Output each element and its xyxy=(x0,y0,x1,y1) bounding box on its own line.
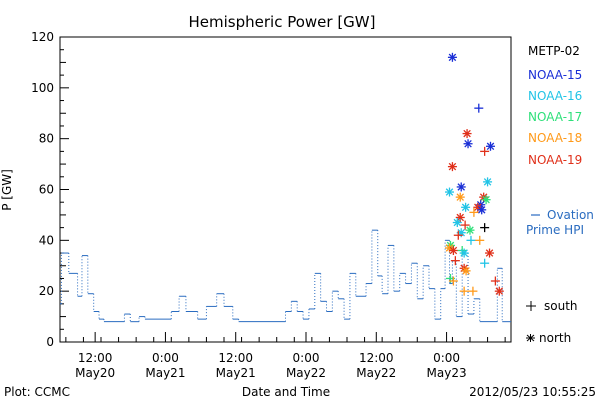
north-asterisk-noaa-19 xyxy=(462,129,472,139)
y-axis: 0 20 40 60 80 100 120 xyxy=(31,30,69,349)
north-asterisk-noaa-18 xyxy=(455,192,465,202)
south-plus-noaa-16 xyxy=(480,258,490,268)
south-plus-noaa-19 xyxy=(453,230,463,240)
y-tick-label: 100 xyxy=(31,81,54,95)
north-asterisk-noaa-15 xyxy=(477,205,487,215)
satellite-points xyxy=(445,52,504,296)
south-plus-noaa-16 xyxy=(466,235,476,245)
legend-item-noaa-16: NOAA-16 xyxy=(528,89,582,103)
south-plus-noaa-18 xyxy=(459,286,469,296)
north-asterisk-noaa-19 xyxy=(447,162,457,172)
x-tick-date-label: May22 xyxy=(286,366,326,380)
south-plus-noaa-15 xyxy=(474,103,484,113)
legend-south-label: south xyxy=(544,299,578,313)
x-tick-time-label: 12:00 xyxy=(218,351,253,365)
x-tick-time-label: 0:00 xyxy=(433,351,460,365)
south-plus-noaa-19 xyxy=(490,276,500,286)
x-tick-time-label: 12:00 xyxy=(359,351,394,365)
x-tick-date-label: May23 xyxy=(427,366,467,380)
north-asterisk-noaa-15 xyxy=(486,141,495,151)
legend-south-plus-icon xyxy=(526,301,536,311)
x-tick-date-label: May21 xyxy=(145,366,185,380)
south-plus-noaa-18 xyxy=(468,286,478,296)
legend-item-noaa-18: NOAA-18 xyxy=(528,131,582,145)
north-asterisk-noaa-15 xyxy=(463,139,473,149)
north-asterisk-noaa-17 xyxy=(465,225,475,235)
x-tick-time-label: 0:00 xyxy=(293,351,320,365)
chart-title: Hemispheric Power [GW] xyxy=(189,13,376,31)
north-asterisk-noaa-19 xyxy=(455,212,465,222)
south-plus-noaa-18 xyxy=(448,276,458,286)
legend-item-noaa-17: NOAA-17 xyxy=(528,110,582,124)
x-tick-time-label: 0:00 xyxy=(152,351,179,365)
y-tick-label: 40 xyxy=(39,233,54,247)
north-asterisk-noaa-16 xyxy=(459,248,469,258)
legend: METP-02 NOAA-15 NOAA-16 NOAA-17 NOAA-18 … xyxy=(526,44,594,345)
north-asterisk-noaa-15 xyxy=(456,182,466,192)
x-tick-date-label: May21 xyxy=(216,366,256,380)
legend-item-noaa-19: NOAA-19 xyxy=(528,153,582,167)
north-asterisk-noaa-19 xyxy=(485,248,495,258)
north-asterisk-noaa-19 xyxy=(494,286,504,296)
north-asterisk-noaa-15 xyxy=(447,52,457,62)
ovation-series xyxy=(60,229,511,323)
footer-timestamp: 2012/05/23 10:55:25 xyxy=(469,385,596,399)
y-axis-label: P [GW] xyxy=(0,169,14,211)
north-asterisk-noaa-16 xyxy=(483,177,493,187)
x-tick-date-label: May22 xyxy=(356,366,396,380)
north-asterisk-noaa-16 xyxy=(445,187,454,197)
south-plus-metp-02 xyxy=(480,223,490,233)
plot-frame xyxy=(59,36,512,343)
south-plus-noaa-18 xyxy=(469,207,479,217)
legend-prime-hpi-label: Prime HPI xyxy=(526,223,584,237)
x-tick-date-label: May20 xyxy=(75,366,115,380)
north-asterisk-noaa-18 xyxy=(461,266,471,276)
x-tick-time-label: 12:00 xyxy=(78,351,113,365)
y-tick-label: 120 xyxy=(31,30,54,44)
south-plus-noaa-19 xyxy=(480,146,490,156)
x-axis: 12:00May200:00May2112:00May210:00May2212… xyxy=(65,332,506,380)
legend-item-noaa-15: NOAA-15 xyxy=(528,68,582,82)
y-tick-label: 0 xyxy=(46,335,54,349)
south-plus-noaa-19 xyxy=(450,256,460,266)
y-tick-label: 20 xyxy=(39,284,54,298)
south-plus-noaa-19 xyxy=(460,220,470,230)
north-asterisk-noaa-16 xyxy=(452,218,462,228)
legend-north-label: north xyxy=(539,331,571,345)
north-asterisk-noaa-19 xyxy=(448,246,458,255)
south-plus-noaa-18 xyxy=(475,235,485,245)
y-tick-label: 60 xyxy=(39,183,54,197)
footer-plot-credit: Plot: CCMC xyxy=(4,385,70,399)
legend-north-asterisk-icon xyxy=(526,334,535,342)
x-axis-label: Date and Time xyxy=(242,385,330,399)
legend-ovation-label: Ovation xyxy=(547,208,594,222)
north-asterisk-noaa-16 xyxy=(461,202,471,212)
y-tick-label: 80 xyxy=(39,132,54,146)
legend-item-metp-02: METP-02 xyxy=(528,44,580,58)
